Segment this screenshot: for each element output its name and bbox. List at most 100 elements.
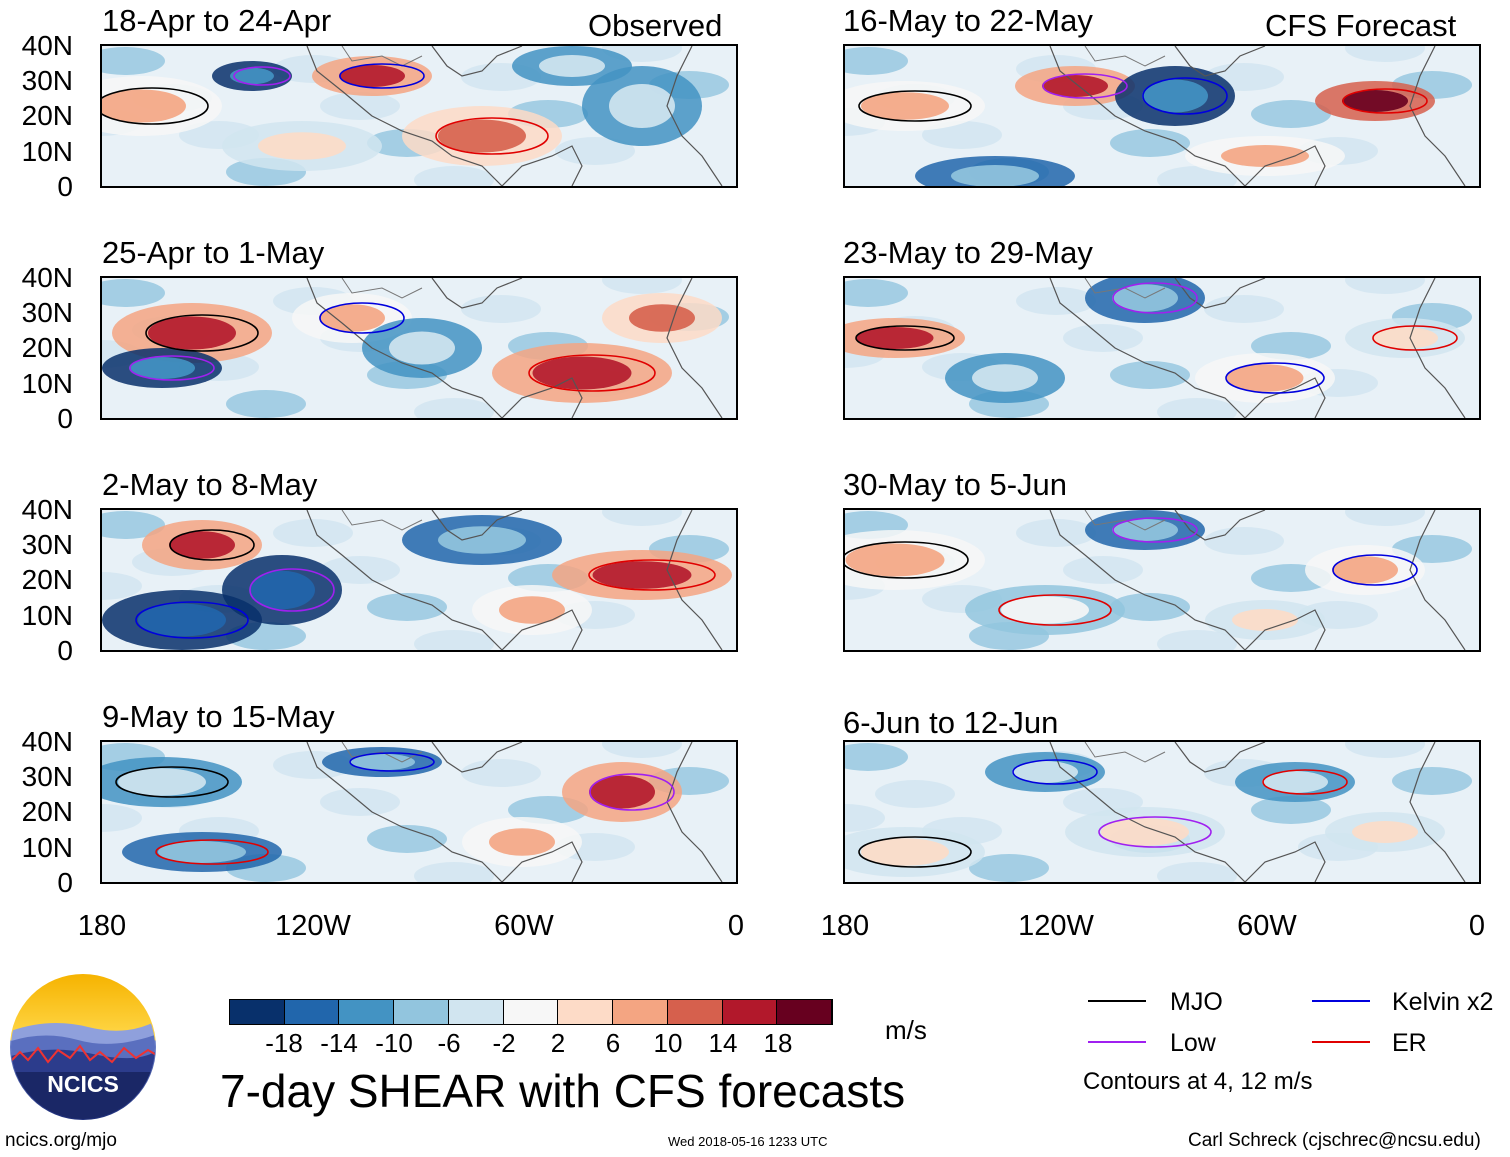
shear-region [1016,287,1096,315]
shear-region [339,65,405,87]
lat-label: 20N [21,796,73,827]
coastline [306,510,503,650]
colorbar-tick: -18 [265,1028,303,1058]
shear-region [230,67,274,85]
lat-label: 20N [21,100,73,131]
shear-region [845,804,885,832]
legend-label-mjo: MJO [1170,988,1223,1016]
map-panel-obs-3 [100,508,738,652]
colorbar-units: m/s [885,1015,927,1045]
shear-region [102,47,165,75]
shear-region [845,279,908,307]
colorbar-tick: 6 [605,1028,621,1058]
shear-region [1342,90,1408,112]
coastline [1409,742,1466,882]
coastline [431,278,523,309]
anomaly-contour [1262,769,1348,795]
coastline [431,46,523,77]
shear-region [1232,609,1298,631]
anomaly-contour [1372,325,1458,351]
shear-region [592,561,692,589]
coastline [1244,841,1326,882]
shear-region [539,55,605,77]
lat-label: 40N [21,494,73,525]
border-line [1084,742,1166,763]
shear-map [845,510,1479,650]
anomaly-contour [435,117,549,155]
lat-label: 0 [57,403,73,434]
coastline [666,510,723,650]
panel-title-obs-2: 25-Apr to 1-May [102,235,325,270]
anomaly-contour [855,325,955,351]
shear-region [629,304,695,332]
coastline [666,46,723,186]
colorbar-swatch [230,1000,285,1024]
lat-label: 30N [21,297,73,328]
legend-line-mjo [1088,1000,1146,1002]
shear-region [1345,510,1425,526]
ncics-logo: NCICS [8,972,158,1122]
anomaly-contour [1332,554,1418,586]
lon-label: 60W [1237,910,1297,942]
border-line [1084,46,1166,67]
main-title: 7-day SHEAR with CFS forecasts [220,1065,906,1117]
shear-region [875,780,955,808]
anomaly-contour [588,559,716,591]
colorbar-swatch [448,1000,504,1024]
coastline [1049,278,1246,418]
shear-region [1042,75,1108,97]
anomaly-contour [589,773,675,811]
shear-region [1157,630,1237,650]
legend-label-low: Low [1170,1029,1216,1057]
colorbar-swatch [339,1000,395,1024]
colorbar-swatch [558,1000,614,1024]
map-panel-fcst-3 [843,508,1481,652]
map-panel-obs-4 [100,740,738,884]
lat-label: 10N [21,136,73,167]
shear-region [951,165,1039,186]
shear-region [1204,295,1284,323]
shear-region [414,166,494,186]
shear-map [102,742,736,882]
shear-region [1142,79,1208,113]
shear-region [1345,278,1425,294]
anomaly-contour [858,836,972,868]
anomaly-contour [1112,517,1198,543]
shear-region [102,804,142,832]
coastline [1244,145,1326,186]
border-line [1084,510,1166,531]
anomaly-contour [145,314,259,352]
shear-region [273,519,353,547]
shear-region [1221,145,1309,167]
anomaly-contour [249,568,335,612]
map-panel-obs-1 [100,44,738,188]
coastline [306,278,503,418]
anomaly-contour [998,594,1112,626]
coastline [1174,742,1266,773]
shear-region [845,47,908,75]
shear-region [138,603,226,637]
legend-note: Contours at 4, 12 m/s [1083,1068,1313,1095]
colorbar-tick: 10 [653,1028,683,1058]
legend-line-er [1312,1041,1370,1043]
shear-region [258,132,346,160]
lat-label: 20N [21,564,73,595]
colorbar [229,999,833,1025]
anomaly-contour [1012,759,1098,785]
coastline [666,742,723,882]
shear-region [249,570,315,610]
anomaly-contour [129,355,215,381]
colorbar-tick: -14 [320,1028,358,1058]
coastline [1244,377,1326,418]
shear-region [861,838,949,866]
shear-region [1157,862,1237,882]
coastline [501,145,583,186]
shear-region [861,92,949,120]
anomaly-contour [1342,88,1428,114]
colorbar-tick: 14 [708,1028,738,1058]
shear-region [602,742,682,758]
colorbar-tick: -6 [437,1028,461,1058]
panel-title-obs-4: 9-May to 15-May [102,699,335,734]
colorbar-swatch [503,1000,559,1024]
shear-region [438,119,526,153]
